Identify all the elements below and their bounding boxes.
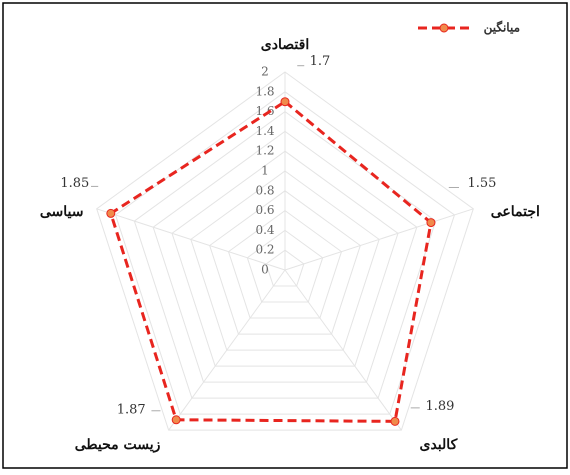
category-label: کالبدی — [420, 437, 458, 453]
data-point — [426, 218, 436, 228]
value-label: 1.7 — [310, 54, 331, 69]
r-tick-label: 2 — [261, 65, 269, 79]
spoke — [284, 208, 474, 271]
series-line — [109, 99, 433, 423]
r-tick-label: 1 — [261, 164, 269, 178]
spoke — [168, 269, 286, 431]
r-tick-label: 1.8 — [255, 84, 274, 98]
r-tick-label: 1.6 — [255, 104, 274, 118]
r-tick-label: 1.2 — [255, 144, 274, 158]
grid-line — [227, 209, 343, 319]
grid-line — [209, 190, 361, 335]
value-label: 1.87 — [117, 402, 146, 417]
data-point — [171, 415, 181, 425]
value-label: 1.89 — [426, 399, 455, 414]
grid-line — [114, 91, 456, 415]
legend-label: میانگین — [484, 20, 520, 36]
grid-line — [190, 170, 380, 351]
grid-line — [96, 71, 474, 431]
r-tick-label: 0.2 — [255, 243, 274, 257]
data-point — [106, 208, 116, 218]
data-point — [280, 97, 290, 107]
category-label: اقتصادی — [261, 37, 309, 53]
category-label: زیست محیطی — [75, 437, 161, 453]
r-tick-label: 0.6 — [255, 203, 274, 217]
grid-line — [171, 150, 399, 367]
grid-line — [265, 249, 305, 287]
r-tick-label: 0 — [261, 263, 269, 277]
r-tick-label: 0.4 — [255, 223, 274, 237]
value-label: 1.85 — [60, 176, 89, 191]
category-label: سیاسی — [40, 204, 84, 220]
category-label: اجتماعی — [491, 204, 540, 220]
legend-marker — [439, 23, 449, 33]
r-tick-label: 1.4 — [255, 124, 274, 138]
spoke — [96, 208, 286, 271]
r-tick-label: 0.8 — [255, 183, 274, 197]
grid-line — [133, 110, 437, 399]
grid-line — [152, 130, 418, 383]
spoke — [284, 269, 402, 431]
data-point — [390, 416, 400, 426]
value-label: 1.55 — [467, 176, 496, 191]
grid-line — [246, 229, 324, 303]
